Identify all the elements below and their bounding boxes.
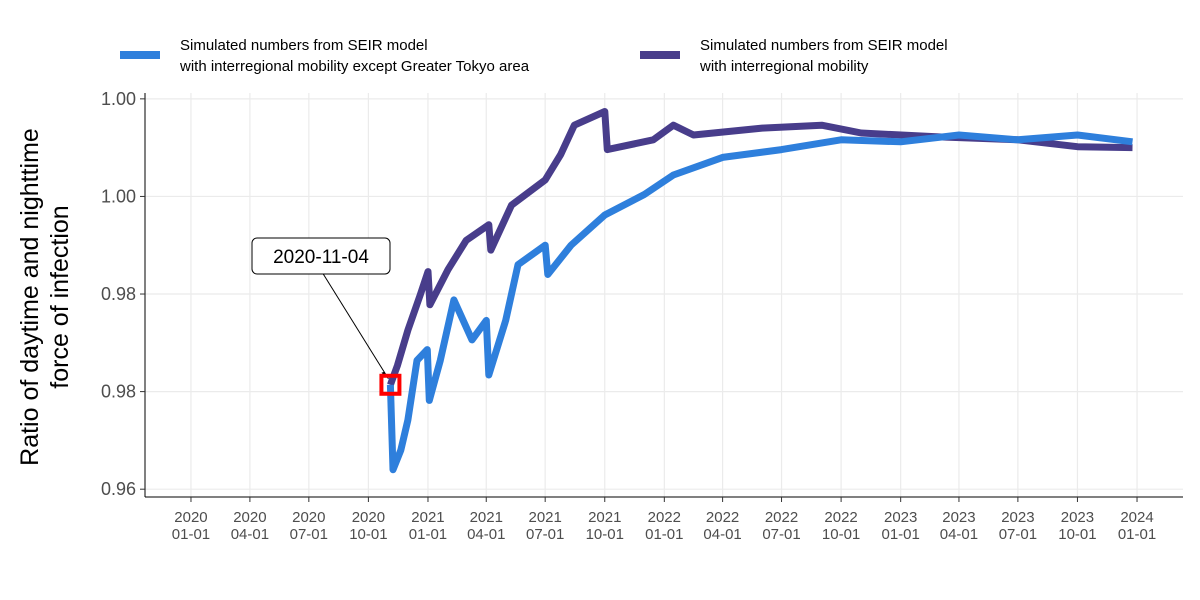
x-tick-label: 2023 07-01 [998, 509, 1038, 543]
legend-label: Simulated numbers from SEIR model with i… [180, 37, 530, 75]
x-tick-label: 2021 01-01 [408, 509, 448, 543]
series-line [387, 108, 1133, 386]
x-tick-label: 2023 04-01 [939, 509, 979, 543]
annotation-box [251, 237, 391, 275]
y-tick-label: 0.96 [101, 479, 136, 499]
series-line [386, 131, 1133, 474]
legend-label: Simulated numbers from SEIR model with i… [700, 37, 948, 75]
y-axis-title: Ratio of daytime and nighttime force of … [16, 128, 74, 466]
x-tick-label: 2024 01-01 [1117, 509, 1157, 543]
annotation-text: 2020-11-04 [273, 247, 369, 268]
y-tick-label: 0.98 [101, 382, 136, 402]
x-tick-label: 2020 04-01 [230, 509, 270, 543]
x-tick-label: 2023 01-01 [881, 509, 920, 543]
y-tick-label: 1.00 [101, 186, 136, 206]
x-tick-label: 2022 01-01 [645, 509, 684, 543]
y-tick-label: 1.00 [101, 89, 136, 109]
x-tick-label: 2022 04-01 [703, 509, 742, 543]
x-tick-label: 2021 04-01 [467, 509, 506, 543]
x-tick-label: 2020 07-01 [289, 509, 328, 543]
y-tick-label: 0.98 [101, 284, 136, 304]
x-tick-label: 2022 07-01 [762, 509, 801, 543]
x-tick-label: 2020 10-01 [349, 509, 388, 543]
x-tick-label: 2021 07-01 [525, 509, 565, 543]
annotation-arrow [321, 271, 389, 380]
x-tick-label: 2022 10-01 [821, 509, 861, 543]
x-tick-label: 2020 01-01 [171, 509, 211, 543]
annotation-marker [379, 373, 402, 396]
x-tick-label: 2021 10-01 [585, 509, 624, 543]
x-tick-label: 2023 10-01 [1058, 509, 1097, 543]
